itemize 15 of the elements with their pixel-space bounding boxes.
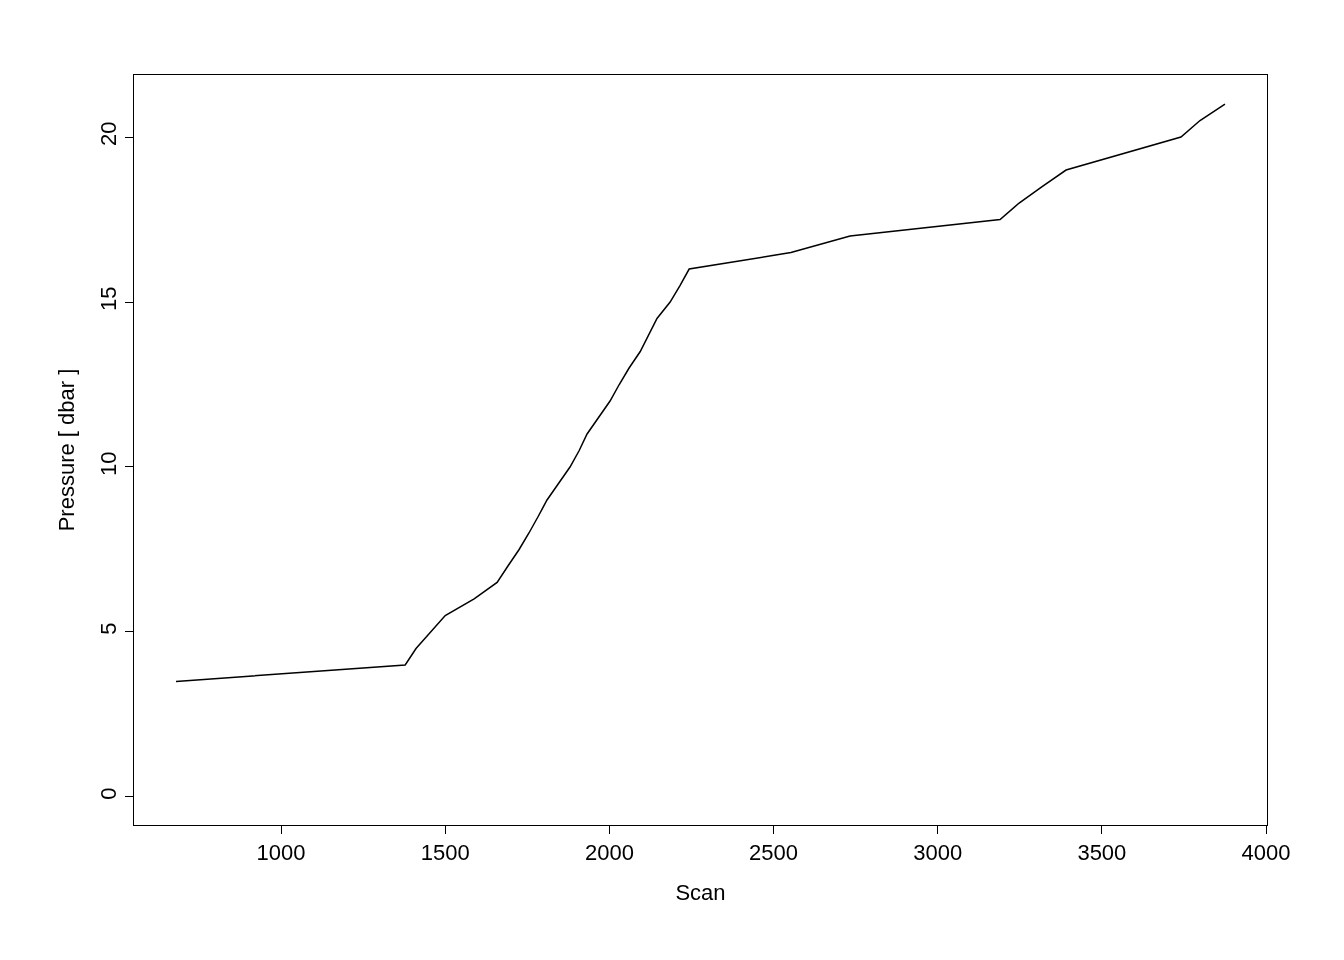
x-tick-label: 3500 [1077, 840, 1127, 866]
x-tick-label: 3000 [913, 840, 963, 866]
x-tick-label: 2000 [584, 840, 634, 866]
y-tick-label: 5 [96, 622, 122, 635]
x-tick-label: 1500 [420, 840, 470, 866]
y-tick-label: 0 [96, 787, 122, 800]
x-tick-label: 2500 [749, 840, 799, 866]
y-tick-label: 20 [96, 121, 122, 146]
x-axis-title: Scan [675, 880, 726, 906]
y-tick-label: 15 [96, 286, 122, 311]
y-axis-title: Pressure [ dbar ] [54, 368, 79, 532]
x-tick-label: 1000 [256, 840, 306, 866]
line-series [175, 103, 1226, 683]
y-tick-label: 10 [96, 451, 122, 476]
x-tick-label: 4000 [1241, 840, 1291, 866]
